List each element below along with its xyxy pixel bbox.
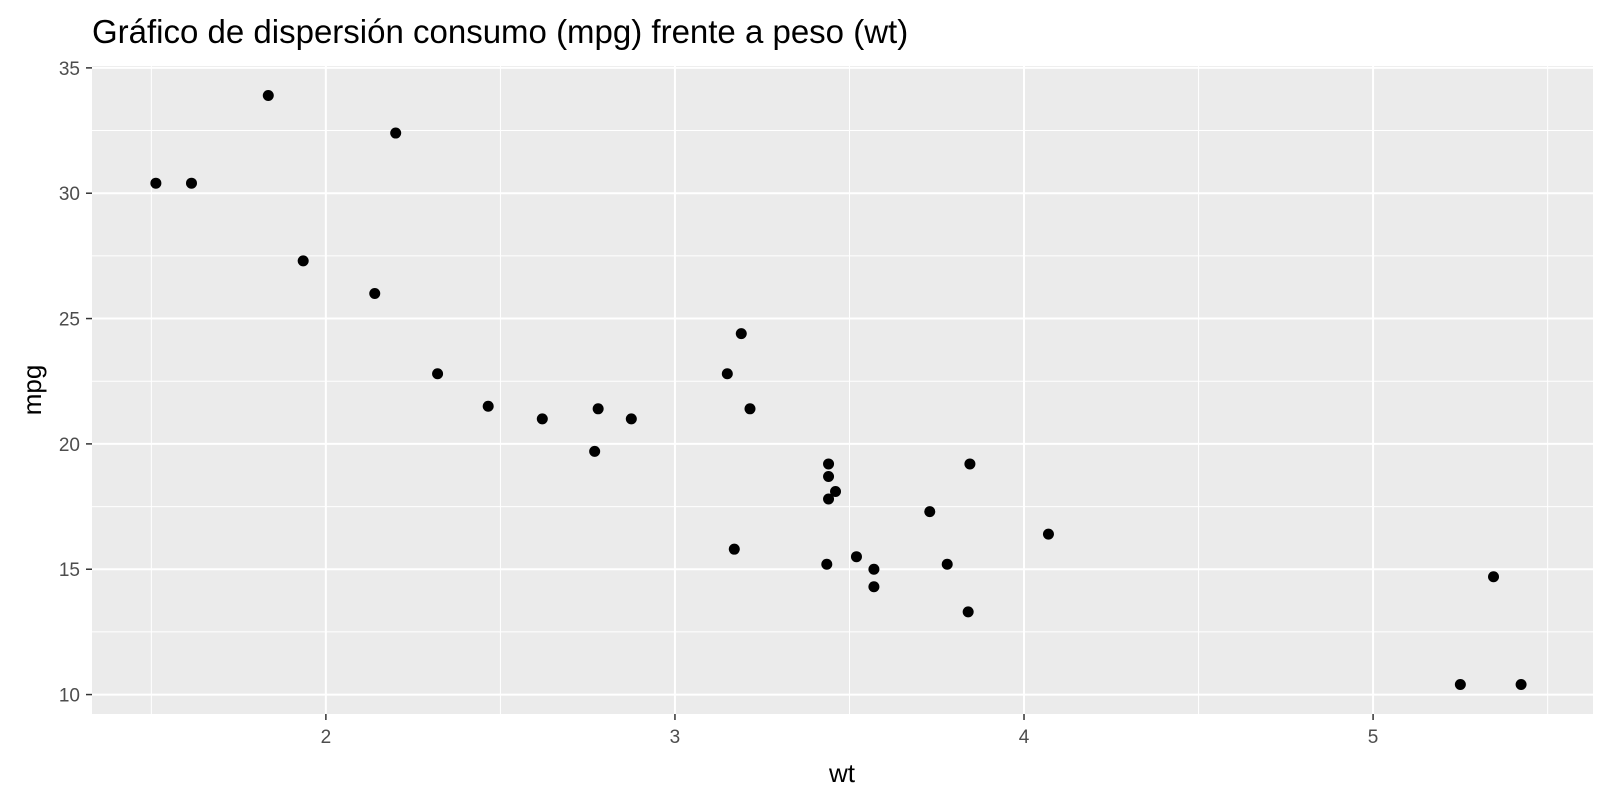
data-point bbox=[390, 127, 402, 139]
data-point bbox=[850, 551, 862, 563]
data-point bbox=[589, 445, 601, 457]
data-point bbox=[823, 458, 835, 470]
data-point bbox=[823, 470, 835, 482]
x-tick-label: 3 bbox=[670, 727, 681, 748]
data-point bbox=[924, 506, 936, 518]
data-point bbox=[1042, 528, 1054, 540]
data-point bbox=[728, 543, 740, 555]
data-point bbox=[625, 413, 637, 425]
data-point bbox=[262, 89, 274, 101]
data-points bbox=[150, 89, 1527, 691]
y-tick-label: 20 bbox=[59, 435, 80, 456]
y-tick-label: 35 bbox=[59, 59, 80, 80]
data-point bbox=[744, 403, 756, 415]
data-point bbox=[1515, 679, 1527, 691]
data-point bbox=[868, 581, 880, 593]
data-point bbox=[735, 328, 747, 340]
y-tick-label: 15 bbox=[59, 560, 80, 581]
data-point bbox=[962, 606, 974, 618]
data-point bbox=[868, 563, 880, 575]
x-axis: 2 3 4 5 bbox=[321, 714, 1379, 748]
minor-grid bbox=[92, 66, 1593, 714]
data-point bbox=[1454, 679, 1466, 691]
data-point bbox=[185, 177, 197, 189]
x-tick-label: 2 bbox=[321, 727, 332, 748]
data-point bbox=[369, 287, 381, 299]
x-tick-label: 4 bbox=[1019, 727, 1030, 748]
data-point bbox=[1488, 571, 1500, 583]
x-axis-title: wt bbox=[828, 758, 856, 788]
plot-panel bbox=[92, 66, 1593, 714]
data-point bbox=[821, 558, 833, 570]
data-point bbox=[830, 486, 842, 498]
data-point bbox=[536, 413, 548, 425]
data-point bbox=[964, 458, 976, 470]
data-point bbox=[823, 493, 835, 505]
y-tick-label: 10 bbox=[59, 686, 80, 707]
data-point bbox=[941, 558, 953, 570]
y-tick-label: 30 bbox=[59, 184, 80, 205]
x-tick-label: 5 bbox=[1368, 727, 1379, 748]
data-point bbox=[721, 368, 733, 380]
chart-title: Gráfico de dispersión consumo (mpg) fren… bbox=[92, 13, 908, 50]
data-point bbox=[297, 255, 309, 267]
data-point bbox=[432, 368, 444, 380]
data-point bbox=[150, 177, 162, 189]
major-grid bbox=[92, 66, 1593, 714]
y-tick-label: 25 bbox=[59, 310, 80, 331]
data-point bbox=[592, 403, 604, 415]
data-point bbox=[482, 400, 494, 412]
y-axis: 10 15 20 25 30 35 bbox=[59, 59, 92, 707]
y-axis-title: mpg bbox=[17, 365, 47, 416]
